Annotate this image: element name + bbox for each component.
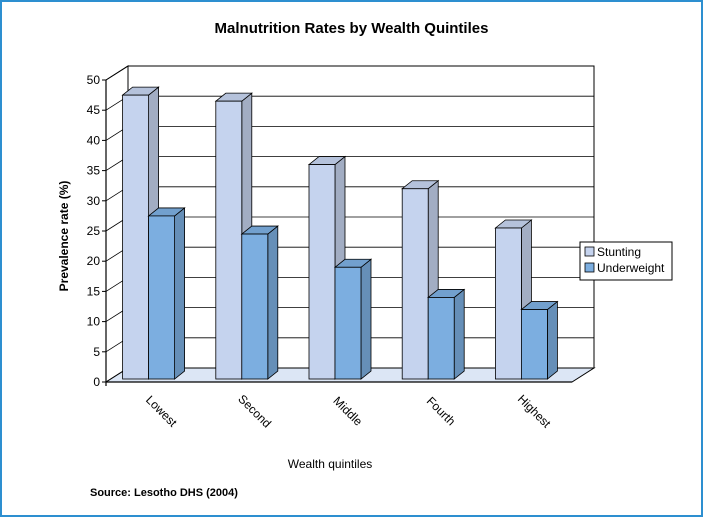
- legend-label: Stunting: [597, 245, 641, 259]
- legend-swatch: [584, 262, 595, 273]
- y-tick-label: 0: [93, 375, 100, 389]
- x-axis-label: Wealth quintiles: [288, 457, 373, 471]
- chart-title: Malnutrition Rates by Wealth Quintiles: [214, 20, 489, 37]
- legend-box: [579, 241, 673, 281]
- y-tick-label: 10: [87, 315, 101, 329]
- x-tick-label-second: Second: [235, 392, 274, 431]
- x-tick-labels: Lowest Second Middle Fourth Highest: [143, 392, 554, 431]
- bar-side: [547, 300, 558, 380]
- y-tick-label: 50: [87, 73, 101, 87]
- gridline-side: [105, 65, 129, 81]
- y-tick-label: 25: [87, 224, 101, 238]
- x-tick-label-middle: Middle: [330, 394, 365, 429]
- bar-front: [401, 188, 429, 380]
- y-tick-labels: 0 5 10 15 20 25 30 35 40 45 50: [87, 73, 106, 389]
- bar-side: [453, 288, 465, 380]
- y-tick-label: 5: [93, 345, 100, 359]
- legend: Stunting Underweight: [579, 241, 673, 281]
- bar-underweight-highest: [520, 300, 559, 380]
- bars: [121, 86, 559, 380]
- y-tick-label: 15: [87, 284, 101, 298]
- x-tick-label-fourth: Fourth: [424, 394, 458, 428]
- y-tick-label: 35: [87, 164, 101, 178]
- bar-underweight-lowest: [147, 207, 186, 380]
- bar-front: [215, 100, 243, 380]
- bar-front: [122, 94, 149, 380]
- bar-side: [360, 258, 372, 380]
- y-tick-label: 30: [87, 194, 101, 208]
- bar-side: [174, 207, 186, 380]
- legend-label: Underweight: [597, 261, 665, 275]
- y-axis-label: Prevalence rate (%): [57, 181, 71, 292]
- bar-front: [148, 215, 176, 380]
- legend-item-stunting: Stunting: [584, 245, 641, 259]
- bar-side: [267, 225, 279, 380]
- legend-item-underweight: Underweight: [584, 261, 665, 275]
- bar-underweight-second: [240, 225, 279, 380]
- bar-front: [521, 309, 548, 380]
- y-tick-label: 20: [87, 254, 101, 268]
- bar-front: [241, 233, 269, 380]
- bar-front: [494, 227, 522, 380]
- bar-underweight-middle: [333, 258, 373, 380]
- bar-front: [427, 297, 455, 380]
- bar-front: [308, 164, 336, 380]
- x-tick-label-lowest: Lowest: [143, 393, 180, 430]
- bar-underweight-fourth: [427, 288, 466, 380]
- bar-front: [334, 266, 362, 380]
- source-note: Source: Lesotho DHS (2004): [90, 487, 238, 499]
- y-tick-label: 45: [87, 103, 101, 117]
- legend-swatch: [584, 246, 595, 257]
- x-tick-label-highest: Highest: [515, 392, 554, 431]
- y-tick-label: 40: [87, 133, 101, 147]
